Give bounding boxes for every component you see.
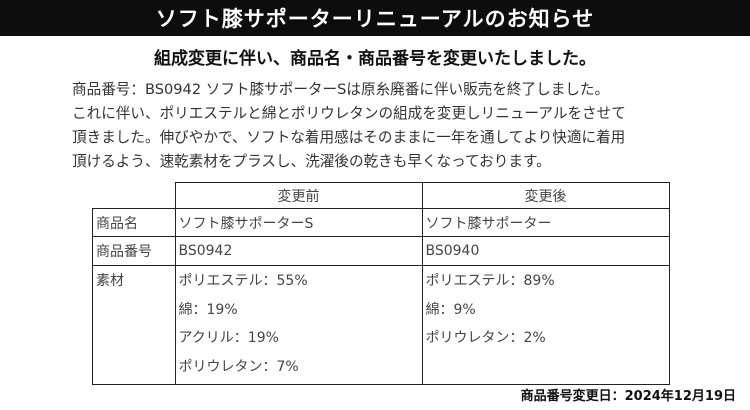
body-line: 商品番号：BS0942 ソフト膝サポーターSは原糸廃番に伴い販売を終了しました。: [72, 81, 610, 98]
material-after: ポリエステル：89% 綿：9% ポリウレタン：2%: [421, 265, 670, 385]
body-line: これに伴い、ポリエステルと綿とポリウレタンの組成を変更しリニューアルをさせて: [72, 105, 626, 122]
row-label-product-name: 商品名: [92, 208, 176, 237]
table-corner-cell: [92, 182, 176, 209]
material-before-item: 綿：19%: [178, 301, 238, 318]
material-after-item: ポリエステル：89%: [425, 273, 555, 289]
table-row-product-name: 商品名 ソフト膝サポーターS ソフト膝サポーター: [92, 208, 670, 237]
product-name-before: ソフト膝サポーターS: [174, 208, 423, 237]
row-label-product-number: 商品番号: [92, 236, 176, 266]
material-before-item: アクリル：19%: [178, 330, 279, 346]
body-text: 商品番号：BS0942 ソフト膝サポーターSは原糸廃番に伴い販売を終了しました。…: [72, 78, 722, 174]
product-name-after: ソフト膝サポーター: [421, 208, 670, 237]
material-before-item: ポリエステル：55%: [178, 273, 308, 289]
material-before-item: ポリウレタン：7%: [178, 358, 299, 375]
announcement-banner: ソフト膝サポーターリニューアルのお知らせ: [0, 0, 750, 36]
material-after-item: 綿：9%: [425, 301, 476, 318]
material-label: 素材: [96, 273, 124, 289]
material-after-item: ポリウレタン：2%: [425, 330, 546, 346]
change-date-note: 商品番号変更日：2024年12月19日: [520, 389, 736, 404]
product-number-after: BS0940: [421, 236, 670, 266]
row-label-material: 素材: [92, 265, 176, 385]
banner-title: ソフト膝サポーターリニューアルのお知らせ: [155, 7, 595, 31]
subtitle: 組成変更に伴い、商品名・商品番号を変更いたしました。: [154, 49, 596, 69]
table-row-material: 素材 ポリエステル：55% 綿：19% アクリル：19% ポリウレタン：7% ポ…: [92, 265, 670, 385]
comparison-table: 変更前 変更後 商品名 ソフト膝サポーターS ソフト膝サポーター 商品番号 BS…: [92, 182, 670, 385]
header-after: 変更後: [421, 182, 670, 209]
product-number-before: BS0942: [174, 236, 423, 266]
header-before: 変更前: [174, 182, 423, 209]
body-line: 頂けるよう、速乾素材をプラスし、洗濯後の乾きも早くなっております。: [72, 153, 551, 170]
table-header-row: 変更前 変更後: [92, 182, 670, 209]
material-before: ポリエステル：55% 綿：19% アクリル：19% ポリウレタン：7%: [174, 265, 423, 385]
body-line: 頂きました。伸びやかで、ソフトな着用感はそのままに一年を通してより快適に着用: [72, 129, 626, 146]
table-row-product-number: 商品番号 BS0942 BS0940: [92, 236, 670, 266]
